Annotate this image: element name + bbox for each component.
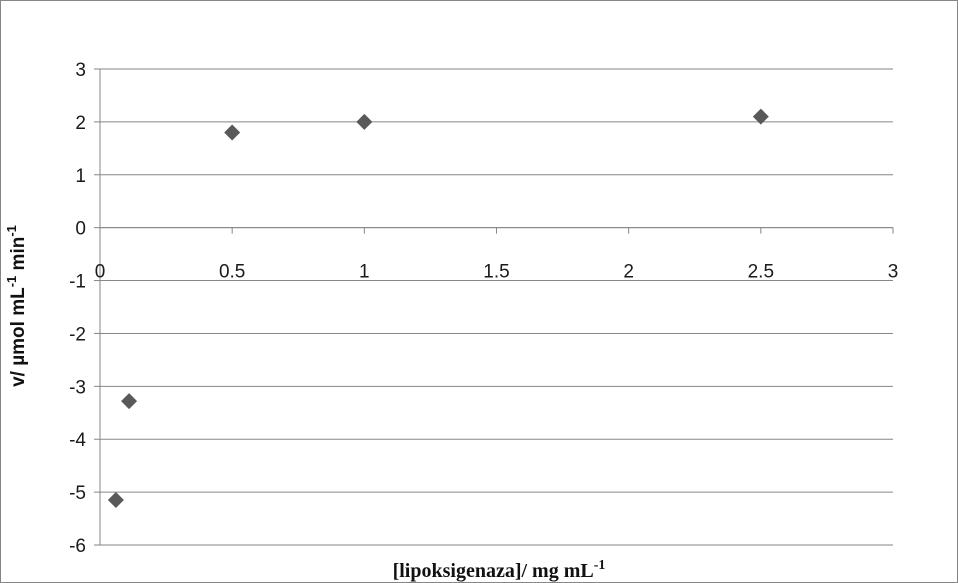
x-axis-title-main: [lipoksigenaza]/ mg mL — [393, 560, 594, 582]
y-axis-title-sup-2: -1 — [4, 225, 19, 237]
y-tick-label: 1 — [75, 166, 86, 187]
x-tick-labels: 0 0.5 1 1.5 2 2.5 3 — [95, 262, 899, 283]
x-tick-label: 2.5 — [748, 262, 774, 283]
x-axis-title: [lipoksigenaza]/ mg mL-1 — [393, 558, 606, 582]
y-axis: 3 2 1 0 -1 -2 -3 -4 -5 -6 — [69, 60, 86, 557]
x-axis — [94, 68, 894, 546]
y-axis-title-sup-1: -1 — [4, 276, 19, 288]
x-tick-label: 3 — [888, 262, 899, 283]
y-axis-title-part-1: v/ µmol mL — [8, 287, 29, 387]
data-point — [224, 124, 241, 141]
y-tick-label: -5 — [69, 483, 86, 504]
data-point — [752, 108, 769, 125]
data-points — [107, 108, 769, 509]
y-tick-label: 2 — [75, 113, 86, 134]
x-tick-label: 2 — [623, 262, 634, 283]
y-tick-label: -3 — [69, 377, 86, 398]
y-tick-label: -1 — [69, 272, 86, 293]
data-point — [107, 492, 124, 509]
x-axis-title-superscript: -1 — [594, 558, 606, 573]
y-tick-label: -4 — [69, 430, 86, 451]
y-tick-label: 0 — [75, 219, 86, 240]
x-tick-label: 0.5 — [219, 262, 245, 283]
y-tick-label: -2 — [69, 324, 86, 345]
data-point — [356, 113, 373, 130]
y-tick-label: -6 — [69, 536, 86, 557]
y-tick-label: 3 — [75, 60, 86, 81]
y-axis-title: v/ µmol mL-1 min-1 — [4, 225, 29, 387]
x-tick-label: 0 — [95, 262, 106, 283]
x-tick-label: 1.5 — [483, 262, 509, 283]
x-tick-label: 1 — [359, 262, 370, 283]
data-point — [121, 393, 138, 410]
y-axis-title-part-2: min — [8, 237, 29, 276]
